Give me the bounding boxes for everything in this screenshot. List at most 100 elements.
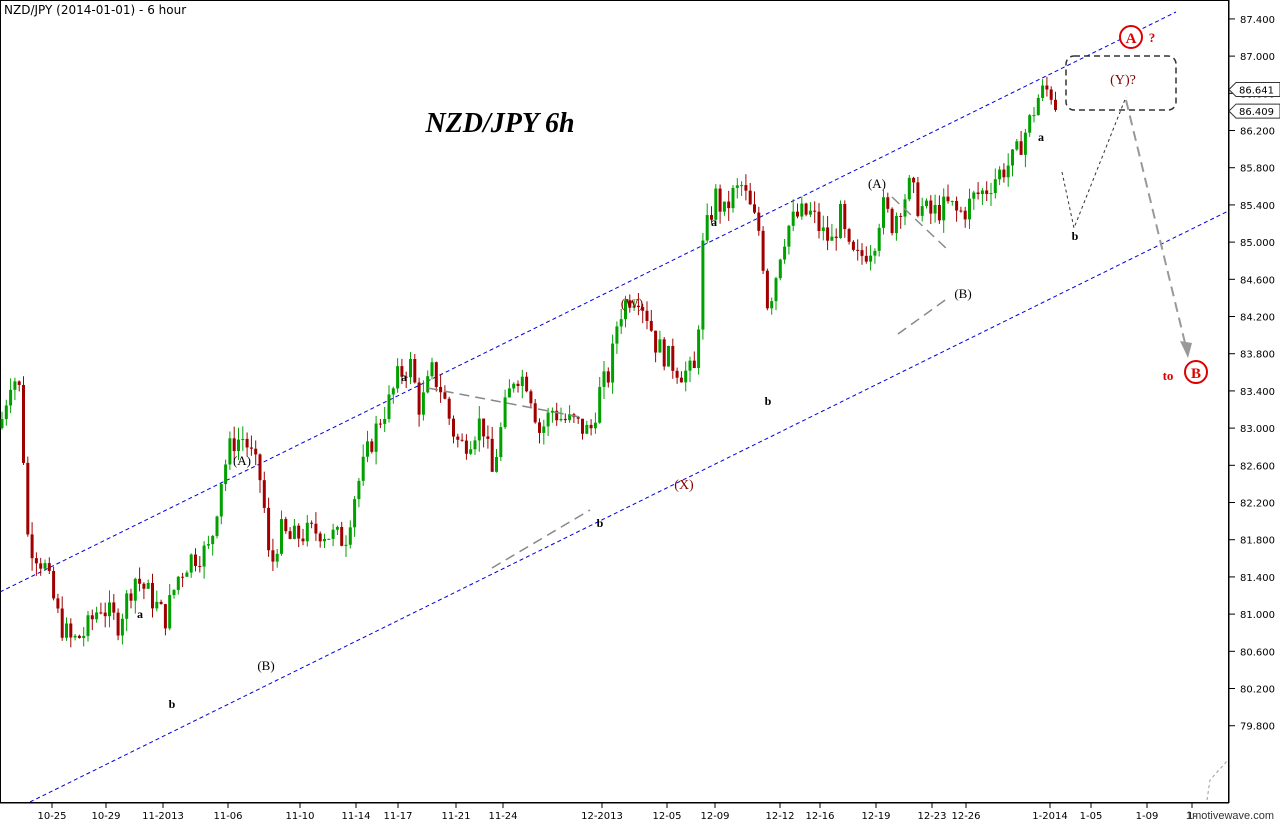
- candle-body: [237, 439, 240, 452]
- projection-arrowhead: [1180, 341, 1192, 358]
- projection-arrow-line: [1125, 99, 1187, 348]
- candle-body: [963, 210, 967, 220]
- candle: [998, 166, 1002, 186]
- wave-label: B: [1184, 360, 1208, 384]
- y-tick-label: 84.200: [1240, 313, 1275, 324]
- candle-body: [581, 418, 584, 434]
- candle: [65, 617, 68, 641]
- candle: [649, 310, 653, 332]
- candle-body: [1019, 141, 1023, 155]
- candle: [95, 606, 99, 623]
- candle: [890, 207, 894, 236]
- candle-body: [90, 615, 94, 620]
- chart-header: NZD/JPY (2014-01-01) - 6 hour: [4, 3, 187, 17]
- candle-body: [675, 370, 679, 378]
- candle: [400, 358, 404, 385]
- wave-label: a: [137, 607, 143, 621]
- candle: [563, 413, 567, 424]
- candle-body: [323, 538, 326, 542]
- candle-body: [417, 382, 421, 415]
- candle: [396, 358, 400, 393]
- candle-body: [155, 601, 159, 609]
- candle: [168, 584, 172, 631]
- candle: [387, 385, 391, 423]
- candle-body: [194, 554, 197, 566]
- wave-label: b: [1072, 229, 1079, 243]
- candle-body: [877, 227, 881, 251]
- candle-body: [396, 366, 400, 389]
- candle-body: [318, 533, 322, 542]
- candle-body: [787, 225, 791, 247]
- candle-body: [129, 593, 133, 601]
- candle: [163, 603, 167, 636]
- candle-body: [473, 440, 477, 450]
- candle: [667, 345, 670, 367]
- x-tick-label: 12-23: [917, 811, 946, 822]
- price-label-text: 86.641: [1239, 86, 1274, 97]
- candle-body: [856, 249, 860, 251]
- candle: [925, 198, 928, 209]
- candle: [727, 190, 731, 221]
- price-label-box: [1228, 82, 1280, 97]
- watermark: 1motivewave.com: [1185, 810, 1274, 822]
- candle-body: [116, 612, 120, 636]
- candle-body: [649, 320, 653, 331]
- candle-body: [9, 389, 13, 406]
- candle-body: [452, 418, 455, 437]
- candle-body: [671, 345, 675, 371]
- candle-body: [288, 531, 292, 539]
- candle-body: [1049, 89, 1053, 100]
- candle-body: [146, 582, 150, 589]
- y-tick-label: 80.200: [1240, 685, 1275, 696]
- plot-area: [0, 0, 1229, 803]
- candle-body: [181, 576, 185, 578]
- x-tick-label: 12-2013: [581, 811, 623, 822]
- candle: [787, 224, 791, 255]
- candle: [705, 203, 709, 244]
- candle: [194, 548, 197, 572]
- candle-body: [112, 602, 116, 613]
- candle-body: [314, 523, 318, 534]
- wave-label: (A): [868, 176, 886, 191]
- candle: [839, 200, 842, 239]
- candle: [430, 357, 434, 380]
- candle: [611, 334, 615, 394]
- price-labels: 86.641 86.409: [1228, 82, 1280, 119]
- candle: [90, 609, 94, 631]
- x-tick-label: 12-26: [951, 811, 980, 822]
- candle-body: [735, 185, 739, 188]
- wave-label-text: a: [401, 370, 407, 384]
- candle: [374, 415, 378, 465]
- candle-body: [34, 558, 38, 564]
- candle-body: [972, 192, 976, 199]
- candle-body: [705, 215, 709, 241]
- candle: [615, 321, 619, 354]
- candle: [731, 185, 735, 213]
- candle: [202, 541, 206, 579]
- candle: [73, 634, 77, 641]
- y-tick-label: 87.400: [1240, 15, 1275, 26]
- triangle-lower-line: [897, 297, 949, 335]
- candle-body: [563, 418, 567, 421]
- candle: [843, 200, 847, 238]
- candle: [882, 190, 885, 235]
- candle-body: [869, 255, 873, 262]
- candle: [108, 590, 111, 628]
- wave-circle: [1119, 25, 1143, 49]
- candle-body: [606, 371, 610, 383]
- candle: [813, 201, 817, 224]
- candle: [39, 557, 43, 576]
- candle-body: [22, 384, 25, 463]
- candle-body: [959, 210, 963, 212]
- candle: [43, 559, 47, 571]
- x-tick-label: 11-24: [488, 811, 517, 822]
- candle: [722, 201, 726, 216]
- price-label: 86.409: [1228, 103, 1280, 119]
- candle: [826, 216, 830, 251]
- x-tick-label: 1-09: [1136, 811, 1159, 822]
- candle-body: [882, 197, 885, 228]
- y-tick-label: 82.600: [1240, 461, 1275, 472]
- candle: [129, 588, 133, 609]
- candle-body: [464, 440, 468, 454]
